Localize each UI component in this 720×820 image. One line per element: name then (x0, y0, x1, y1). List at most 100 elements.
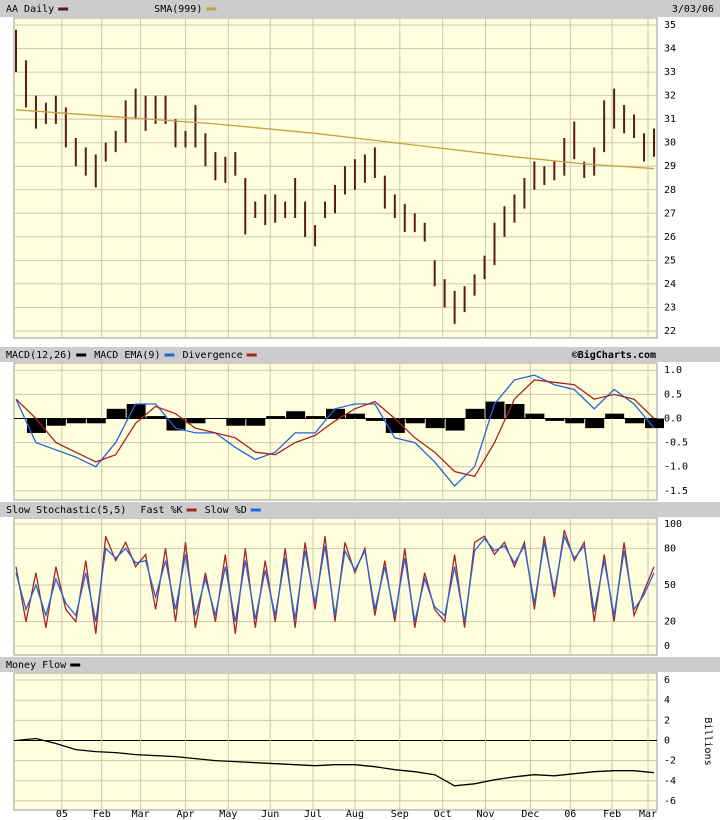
y-tick-label: 35 (664, 20, 676, 31)
y-tick-label: 80 (664, 543, 676, 554)
divergence-bar (585, 418, 605, 429)
divergence-bar (365, 418, 385, 421)
divergence-bar (405, 418, 425, 424)
panel-header (0, 502, 720, 517)
y-tick-label: 100 (664, 519, 682, 530)
legend-label: Divergence (182, 350, 242, 361)
panel-header (0, 0, 720, 17)
divergence-bar (166, 418, 186, 431)
y-tick-label: -2 (664, 756, 676, 767)
divergence-bar (565, 418, 585, 424)
divergence-bar (445, 418, 465, 431)
y-tick-label: 32 (664, 91, 676, 102)
y-tick-label: 0 (664, 641, 670, 652)
y-tick-label: 27 (664, 208, 676, 219)
plot-area (13, 17, 658, 339)
x-tick-label: Jun (261, 809, 279, 820)
divergence-bar (126, 404, 146, 419)
y-tick-label: 23 (664, 302, 676, 313)
divergence-bar (625, 418, 645, 424)
divergence-bar (306, 416, 326, 419)
series-line (15, 534, 655, 622)
y-tick-label: 33 (664, 67, 676, 78)
y-tick-label: 20 (664, 617, 676, 628)
divergence-bar (26, 418, 46, 433)
legend-label: AA Daily (6, 4, 54, 15)
panel-title: Slow Stochastic(5,5) (6, 505, 126, 516)
x-tick-label: 06 (564, 809, 576, 820)
divergence-bar (545, 418, 565, 421)
x-tick-label: Mar (132, 809, 150, 820)
divergence-bar (425, 418, 445, 429)
divergence-bar (86, 418, 106, 424)
x-tick-label: Oct (434, 809, 452, 820)
y-tick-label: 29 (664, 161, 676, 172)
y-tick-label: 50 (664, 580, 676, 591)
legend-label: MACD(12,26) (6, 350, 72, 361)
divergence-bar (146, 416, 166, 419)
y-tick-label: 26 (664, 232, 676, 243)
divergence-bar (46, 418, 66, 426)
y-tick-label: 4 (664, 695, 670, 706)
y-tick-label: 34 (664, 44, 676, 55)
legend-label: SMA(999) (154, 4, 202, 15)
credit: ©BigCharts.com (572, 349, 656, 361)
legend-label: Money Flow (6, 660, 67, 671)
divergence-bar (345, 413, 365, 419)
y-tick-label: 1.0 (664, 365, 682, 376)
divergence-bar (465, 408, 485, 419)
x-tick-label: Mar (639, 809, 657, 820)
divergence-bar (186, 418, 206, 424)
x-tick-label: Dec (521, 809, 539, 820)
panel-header (0, 347, 720, 362)
legend-label: Slow %D (205, 505, 247, 516)
x-tick-label: Jul (304, 809, 322, 820)
y-tick-label: 22 (664, 326, 676, 337)
divergence-bar (246, 418, 266, 426)
y-tick-label: 28 (664, 185, 676, 196)
y-tick-label: 31 (664, 114, 676, 125)
y-tick-label: -1.5 (664, 486, 688, 497)
x-tick-label: 05 (56, 809, 68, 820)
divergence-bar (226, 418, 246, 426)
y-tick-label: -0.5 (664, 438, 688, 449)
x-tick-label: Sep (391, 809, 409, 820)
divergence-bar (326, 408, 345, 419)
legend-label: MACD EMA(9) (94, 350, 160, 361)
x-tick-label: Feb (603, 809, 621, 820)
y-tick-label: 2 (664, 715, 670, 726)
y-tick-label: -4 (664, 776, 676, 787)
y-tick-label: 30 (664, 138, 676, 149)
y-tick-label: -6 (664, 796, 676, 807)
x-tick-label: May (219, 809, 237, 820)
x-tick-label: Feb (93, 809, 111, 820)
divergence-bar (525, 413, 545, 419)
divergence-bar (286, 411, 306, 419)
divergence-bar (605, 413, 625, 419)
series-line (15, 737, 655, 787)
divergence-bar (485, 401, 505, 419)
y-tick-label: 0 (664, 735, 670, 746)
y-tick-label: 6 (664, 675, 670, 686)
date-label: 3/03/06 (672, 4, 714, 15)
y-tick-label: 24 (664, 279, 676, 290)
y-axis-label: Billions (702, 717, 713, 765)
panel-header (0, 657, 720, 672)
x-tick-label: Nov (476, 809, 494, 820)
divergence-bar (106, 408, 126, 419)
divergence-bar (66, 418, 86, 424)
y-tick-label: 0.0 (664, 413, 682, 424)
divergence-bar (645, 418, 664, 429)
series-line (15, 109, 655, 170)
plot-area (13, 672, 658, 811)
y-tick-label: 0.5 (664, 389, 682, 400)
plot-area (13, 517, 658, 656)
legend-label: Fast %K (140, 505, 182, 516)
divergence-bar (266, 416, 286, 419)
y-tick-label: 25 (664, 255, 676, 266)
y-tick-label: -1.0 (664, 462, 688, 473)
x-tick-label: Aug (346, 809, 364, 820)
x-tick-label: Apr (176, 809, 194, 820)
series-line (15, 379, 655, 478)
